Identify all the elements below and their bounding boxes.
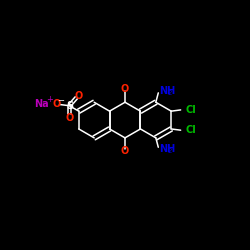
Text: +: + (46, 95, 53, 104)
Text: 2: 2 (167, 148, 172, 154)
Text: 2: 2 (167, 90, 172, 96)
Text: O: O (121, 146, 129, 156)
Text: NH: NH (160, 86, 176, 96)
Text: O: O (53, 99, 61, 109)
Text: O: O (121, 84, 129, 94)
Text: NH: NH (160, 144, 176, 154)
Text: O: O (74, 91, 82, 101)
Text: −: − (57, 96, 64, 105)
Text: O: O (65, 112, 74, 122)
Text: S: S (66, 101, 73, 111)
Text: Cl: Cl (185, 125, 196, 135)
Text: Na: Na (34, 99, 48, 109)
Text: Cl: Cl (185, 105, 196, 115)
